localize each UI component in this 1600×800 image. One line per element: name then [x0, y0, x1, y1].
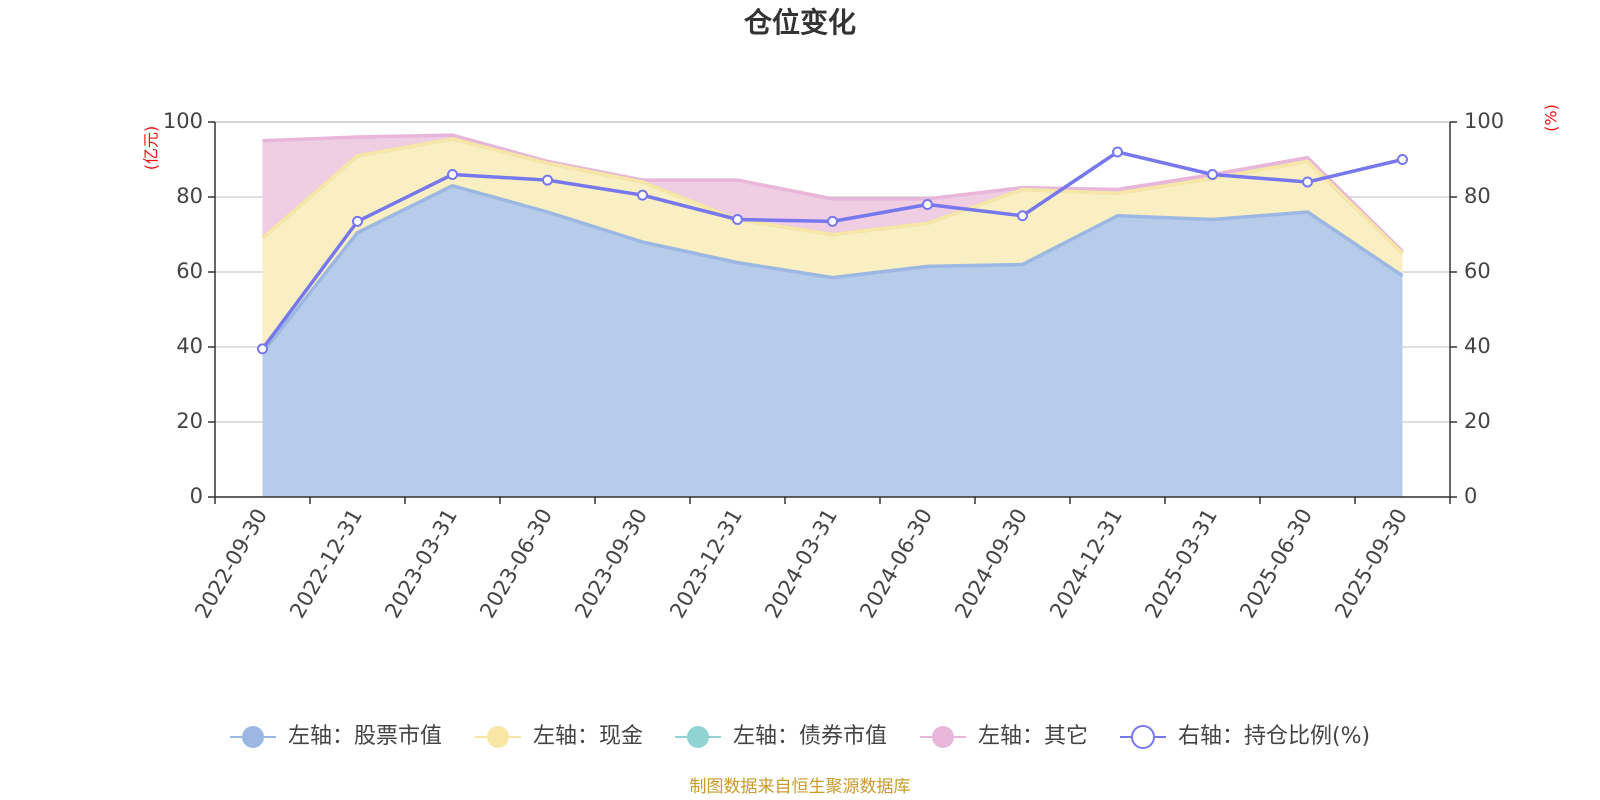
ratio-point	[637, 189, 648, 201]
ratio-point	[1397, 154, 1408, 165]
legend-label: 左轴：债券市值	[733, 724, 887, 749]
stacked-areas	[262, 135, 1403, 497]
ratio-point	[732, 214, 743, 225]
left-tick-label: 20	[176, 409, 203, 433]
left-tick-label: 60	[176, 259, 203, 283]
left-tick-label: 40	[176, 334, 203, 358]
x-tick-label: 2025-09-30	[1330, 505, 1412, 623]
left-tick-label: 100	[163, 109, 203, 133]
source-note: 制图数据来自恒生聚源数据库	[690, 777, 911, 797]
x-tick-label: 2022-12-31	[285, 505, 367, 623]
ratio-point	[1112, 146, 1123, 158]
x-tick-label: 2024-12-31	[1045, 505, 1127, 623]
chart-title: 仓位变化	[744, 6, 856, 39]
area-1	[262, 138, 1403, 353]
left-axis-unit: (亿元)	[142, 126, 161, 171]
legend-label: 左轴：股票市值	[288, 724, 442, 749]
x-tick-label: 2022-09-30	[190, 505, 272, 623]
legend-marker	[487, 726, 509, 748]
ratio-point	[1017, 210, 1028, 222]
x-tick-label: 2023-09-30	[570, 505, 652, 623]
area-edge-line	[261, 184, 1404, 354]
ratio-point	[352, 215, 363, 227]
x-tick-label: 2024-09-30	[950, 505, 1032, 623]
left-tick-label: 80	[176, 184, 203, 208]
legend-label: 左轴：现金	[533, 724, 643, 749]
x-tick-label: 2023-06-30	[475, 505, 557, 623]
ratio-point	[1302, 176, 1313, 188]
ratio-point	[827, 215, 838, 227]
x-tick-label: 2025-06-30	[1235, 505, 1317, 623]
legend-label: 右轴：持仓比例(%)	[1178, 724, 1370, 749]
right-tick-label: 80	[1464, 184, 1491, 208]
right-tick-label: 100	[1464, 109, 1504, 133]
left-tick-label: 0	[190, 484, 203, 508]
legend: 左轴：股票市值 左轴：现金 左轴：债券市值 左轴：其它 右轴：持仓比例(%)	[230, 724, 1370, 749]
ratio-point	[447, 169, 458, 180]
ratio-point	[922, 199, 933, 210]
area-3	[262, 135, 1403, 254]
legend-marker	[687, 726, 709, 748]
ratio-point	[542, 174, 553, 186]
x-tick-label: 2023-12-31	[665, 505, 747, 623]
right-tick-label: 60	[1464, 259, 1491, 283]
x-tick-label: 2023-03-31	[380, 505, 462, 623]
series-lines	[257, 133, 1408, 355]
legend-marker	[242, 726, 264, 748]
right-tick-label: 20	[1464, 409, 1491, 433]
legend-marker	[932, 726, 954, 748]
ratio-point	[257, 343, 268, 355]
x-tick-label: 2024-03-31	[760, 505, 842, 623]
ratio-point	[1207, 169, 1218, 180]
legend-marker	[1131, 725, 1155, 749]
legend-label: 左轴：其它	[978, 724, 1088, 749]
right-tick-label: 40	[1464, 334, 1491, 358]
area-0	[262, 185, 1403, 497]
x-tick-label: 2024-06-30	[855, 505, 937, 623]
right-axis-unit: (%)	[1542, 104, 1561, 132]
right-tick-label: 0	[1464, 484, 1477, 508]
x-tick-label: 2025-03-31	[1140, 505, 1222, 623]
